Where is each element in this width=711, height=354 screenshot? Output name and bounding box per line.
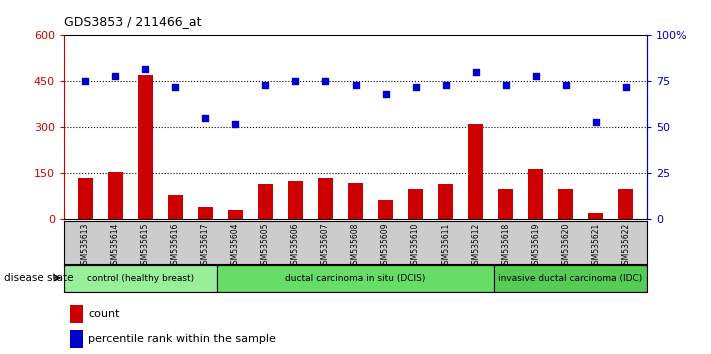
Bar xyxy=(528,169,543,219)
Point xyxy=(380,91,391,97)
Point xyxy=(560,82,572,88)
Point xyxy=(289,79,301,84)
Point xyxy=(410,84,422,90)
Text: GSM535622: GSM535622 xyxy=(621,223,631,269)
Bar xyxy=(438,184,453,219)
Text: invasive ductal carcinoma (IDC): invasive ductal carcinoma (IDC) xyxy=(498,274,643,283)
Text: GDS3853 / 211466_at: GDS3853 / 211466_at xyxy=(64,15,201,28)
Bar xyxy=(498,189,513,219)
Bar xyxy=(378,200,393,219)
Text: GSM535615: GSM535615 xyxy=(141,223,149,269)
Bar xyxy=(558,189,573,219)
Text: control (healthy breast): control (healthy breast) xyxy=(87,274,194,283)
Text: GSM535614: GSM535614 xyxy=(111,223,119,269)
Text: GSM535621: GSM535621 xyxy=(592,223,600,269)
Bar xyxy=(218,265,493,292)
Bar xyxy=(408,189,423,219)
Point xyxy=(470,69,481,75)
Point xyxy=(530,73,542,79)
Text: GSM535618: GSM535618 xyxy=(501,223,510,269)
Point xyxy=(440,82,451,88)
Bar xyxy=(258,184,273,219)
Point xyxy=(260,82,271,88)
Bar xyxy=(288,181,303,219)
Point xyxy=(620,84,631,90)
Text: GSM535606: GSM535606 xyxy=(291,223,300,269)
Text: GSM535619: GSM535619 xyxy=(531,223,540,269)
Point xyxy=(200,115,211,121)
Point xyxy=(320,79,331,84)
Point xyxy=(350,82,361,88)
Text: GSM535604: GSM535604 xyxy=(231,223,240,269)
Bar xyxy=(138,75,153,219)
Point xyxy=(109,73,121,79)
Text: GSM535617: GSM535617 xyxy=(201,223,210,269)
Text: GSM535611: GSM535611 xyxy=(441,223,450,269)
Text: GSM535608: GSM535608 xyxy=(351,223,360,269)
Text: GSM535613: GSM535613 xyxy=(80,223,90,269)
Bar xyxy=(469,124,483,219)
Point xyxy=(139,66,151,72)
Bar xyxy=(198,207,213,219)
Text: ductal carcinoma in situ (DCIS): ductal carcinoma in situ (DCIS) xyxy=(285,274,426,283)
Bar xyxy=(318,178,333,219)
Bar xyxy=(70,330,82,348)
Bar xyxy=(107,172,122,219)
Text: GSM535607: GSM535607 xyxy=(321,223,330,269)
Bar xyxy=(589,213,604,219)
Bar xyxy=(70,305,82,323)
Text: count: count xyxy=(88,309,120,319)
Text: GSM535616: GSM535616 xyxy=(171,223,180,269)
Text: GSM535612: GSM535612 xyxy=(471,223,480,269)
Bar xyxy=(64,265,218,292)
Bar xyxy=(77,178,92,219)
Point xyxy=(169,84,181,90)
Point xyxy=(500,82,511,88)
Bar xyxy=(228,210,242,219)
Bar xyxy=(348,183,363,219)
Bar xyxy=(168,195,183,219)
Bar xyxy=(493,265,647,292)
Point xyxy=(230,121,241,127)
Text: GSM535609: GSM535609 xyxy=(381,223,390,269)
Text: GSM535610: GSM535610 xyxy=(411,223,420,269)
Text: GSM535620: GSM535620 xyxy=(562,223,570,269)
Text: percentile rank within the sample: percentile rank within the sample xyxy=(88,334,277,344)
Bar xyxy=(619,189,634,219)
Point xyxy=(590,119,602,125)
Text: GSM535605: GSM535605 xyxy=(261,223,270,269)
Point xyxy=(80,79,91,84)
Text: disease state: disease state xyxy=(4,273,73,283)
